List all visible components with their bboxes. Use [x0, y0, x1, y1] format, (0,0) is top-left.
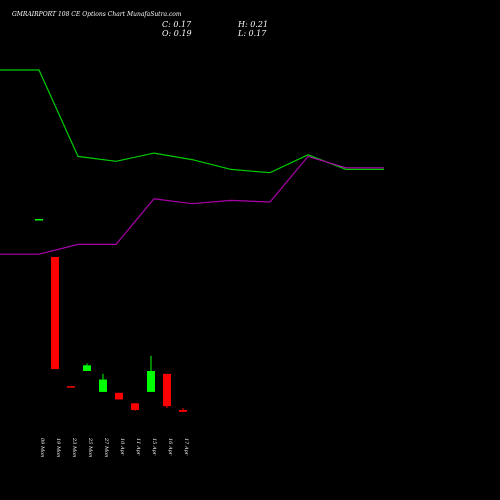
date-tick-label: 09 Mon [39, 438, 45, 457]
candle-body [35, 219, 43, 221]
open-value: O: 0.19 [162, 29, 192, 38]
candle-body [115, 392, 123, 400]
series-line-1 [0, 155, 384, 255]
candle-body [83, 365, 91, 371]
candle-body [147, 371, 155, 392]
candle [115, 392, 123, 400]
date-tick-label: 17 Apr [183, 438, 189, 456]
candle [51, 257, 59, 370]
candle-body [51, 257, 59, 370]
date-tick-label: 25 Mon [87, 437, 93, 457]
series-line-0 [0, 69, 384, 174]
candle-body [67, 386, 75, 388]
date-tick-label: 19 Mon [55, 438, 61, 457]
candle-body [131, 403, 139, 410]
date-tick-label: 10 Apr [119, 438, 125, 456]
chart-title: GMRAIRPORT 108 CE Options Chart MunafaSu… [12, 11, 182, 18]
date-tick-label: 15 Apr [151, 438, 157, 456]
candle [147, 355, 155, 392]
candle [163, 373, 171, 409]
low-value: L: 0.17 [238, 29, 267, 38]
close-value: C: 0.17 [162, 20, 192, 29]
date-tick-label: 27 Mon [103, 437, 109, 457]
candle-body [163, 373, 171, 407]
date-tick-label: 23 Mon [71, 437, 77, 457]
candle [99, 373, 107, 392]
candle [131, 403, 139, 411]
candle-body [179, 409, 187, 412]
candle [35, 219, 43, 221]
candle [83, 363, 91, 371]
date-tick-label: 16 Apr [167, 438, 173, 456]
candle [179, 408, 187, 412]
candle-body [99, 379, 107, 392]
high-value: H: 0.21 [238, 20, 269, 29]
candle [67, 386, 75, 388]
date-tick-label: 11 Apr [135, 438, 141, 456]
